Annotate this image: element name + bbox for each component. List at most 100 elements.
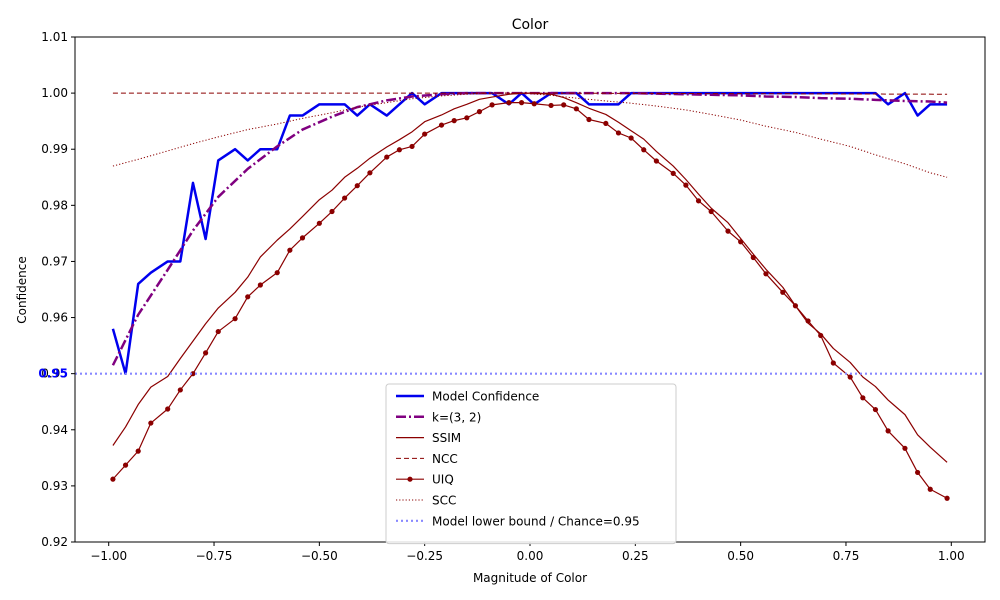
- data-point-uiq: [506, 100, 512, 106]
- x-tick-label: −0.25: [406, 549, 443, 563]
- y-tick-label: 0.99: [41, 142, 68, 156]
- x-tick-label: 0.75: [833, 549, 860, 563]
- data-point-uiq: [561, 102, 567, 108]
- legend-entry-uiq: UIQ: [432, 473, 454, 487]
- data-point-uiq: [603, 120, 609, 127]
- series-line-ncc: [112, 92, 948, 95]
- x-tick-label: −0.75: [196, 549, 233, 563]
- x-tick-label: −1.00: [90, 549, 127, 563]
- series-group: [75, 91, 985, 501]
- y-tick-label: 0.98: [41, 198, 68, 212]
- data-point-uiq: [190, 371, 196, 377]
- data-point-uiq: [738, 239, 744, 245]
- legend-box: [385, 383, 677, 545]
- data-point-uiq: [409, 143, 415, 150]
- data-point-uiq: [885, 428, 891, 434]
- data-point-uiq: [792, 303, 799, 309]
- series-line-scc: [112, 92, 948, 178]
- data-point-uiq: [299, 235, 306, 241]
- plot-area: [75, 91, 985, 501]
- legend-entry-model-confidence: Model Confidence: [432, 390, 539, 404]
- data-point-uiq: [518, 100, 525, 106]
- legend-entry-k-3-2: k=(3, 2): [432, 410, 481, 424]
- data-point-uiq: [860, 395, 866, 401]
- data-point-uiq: [914, 469, 921, 476]
- data-point-uiq: [805, 318, 811, 324]
- data-point-uiq: [110, 476, 116, 482]
- data-point-uiq: [725, 228, 731, 234]
- data-point-uiq: [489, 102, 495, 108]
- x-tick-label: −0.50: [301, 549, 338, 563]
- data-point-uiq: [763, 271, 769, 277]
- x-tick-label: 0.25: [622, 549, 649, 563]
- data-point-uiq: [628, 135, 634, 141]
- data-point-uiq: [872, 406, 879, 413]
- data-point-uiq: [316, 220, 322, 226]
- data-point-uiq: [257, 282, 263, 288]
- series-line-uiq: [112, 102, 948, 499]
- y-tick-label: 0.96: [41, 311, 68, 325]
- data-point-uiq: [683, 182, 689, 188]
- legend: Model Confidence k=(3, 2) SSIM NCC UIQ SCC Mod…: [385, 383, 677, 545]
- data-point-uiq: [354, 183, 360, 189]
- data-point-uiq: [902, 445, 908, 451]
- data-point-uiq: [695, 198, 702, 204]
- data-point-uiq: [830, 360, 836, 366]
- data-point-uiq: [438, 122, 445, 128]
- data-point-uiq: [615, 130, 622, 136]
- y-tick-label: 0.92: [41, 535, 68, 549]
- data-point-uiq: [122, 462, 129, 468]
- data-point-uiq: [847, 374, 853, 380]
- data-point-uiq: [384, 154, 390, 160]
- data-point-uiq: [653, 158, 659, 164]
- data-point-uiq: [245, 294, 251, 300]
- data-point-uiq: [451, 118, 457, 124]
- x-tick-label: 0.00: [517, 549, 544, 563]
- data-point-uiq: [927, 486, 933, 492]
- y-tick-label: 0.97: [41, 254, 68, 268]
- data-point-uiq: [750, 254, 756, 261]
- data-point-uiq: [287, 247, 293, 253]
- data-point-uiq: [531, 101, 537, 107]
- legend-entry-ssim: SSIM: [432, 431, 461, 445]
- y-axis-title: Confidence: [15, 256, 29, 323]
- data-point-uiq: [818, 332, 824, 339]
- data-point-uiq: [573, 106, 579, 112]
- data-point-uiq: [329, 208, 335, 215]
- x-tick-label: 1.00: [938, 549, 965, 563]
- y-tick-label: 0.93: [41, 479, 68, 493]
- data-point-uiq: [641, 147, 647, 153]
- series-line-model-confidence: [111, 91, 948, 375]
- data-point-uiq: [165, 406, 171, 412]
- axes: −1.00 −0.75 −0.50 −0.25 0.00 0.25 0.50 0.75 1.00…: [38, 30, 986, 563]
- data-point-uiq: [177, 387, 183, 393]
- legend-marker: [407, 476, 413, 482]
- data-point-uiq: [780, 289, 786, 295]
- data-point-uiq: [232, 316, 238, 322]
- y-tick-label: 0.94: [41, 423, 68, 437]
- data-point-uiq: [670, 170, 676, 176]
- x-tick-label: 0.50: [727, 549, 754, 563]
- data-point-uiq: [342, 195, 348, 201]
- legend-entry-ncc: NCC: [432, 452, 458, 466]
- y-tick-label: 1.00: [41, 86, 68, 100]
- chart-title: Color: [512, 17, 549, 33]
- data-point-uiq: [148, 420, 154, 426]
- data-point-uiq: [396, 147, 402, 153]
- data-point-uiq: [548, 102, 554, 109]
- data-point-uiq: [367, 170, 373, 176]
- legend-entry-model-lower-bound-chance-0-95: Model lower bound / Chance=0.95: [432, 514, 640, 528]
- data-point-uiq: [586, 116, 592, 123]
- x-axis-title: Magnitude of Color: [473, 571, 587, 585]
- data-point-uiq: [135, 448, 141, 454]
- data-point-uiq: [274, 270, 280, 276]
- legend-entry-scc: SCC: [432, 494, 456, 508]
- y-tick-label: 1.01: [41, 30, 68, 44]
- data-point-uiq: [944, 495, 950, 501]
- data-point-uiq: [464, 115, 470, 121]
- y-tick-label: 0.95: [41, 367, 68, 381]
- data-point-uiq: [476, 109, 483, 115]
- data-point-uiq: [422, 131, 428, 137]
- data-point-uiq: [215, 328, 221, 335]
